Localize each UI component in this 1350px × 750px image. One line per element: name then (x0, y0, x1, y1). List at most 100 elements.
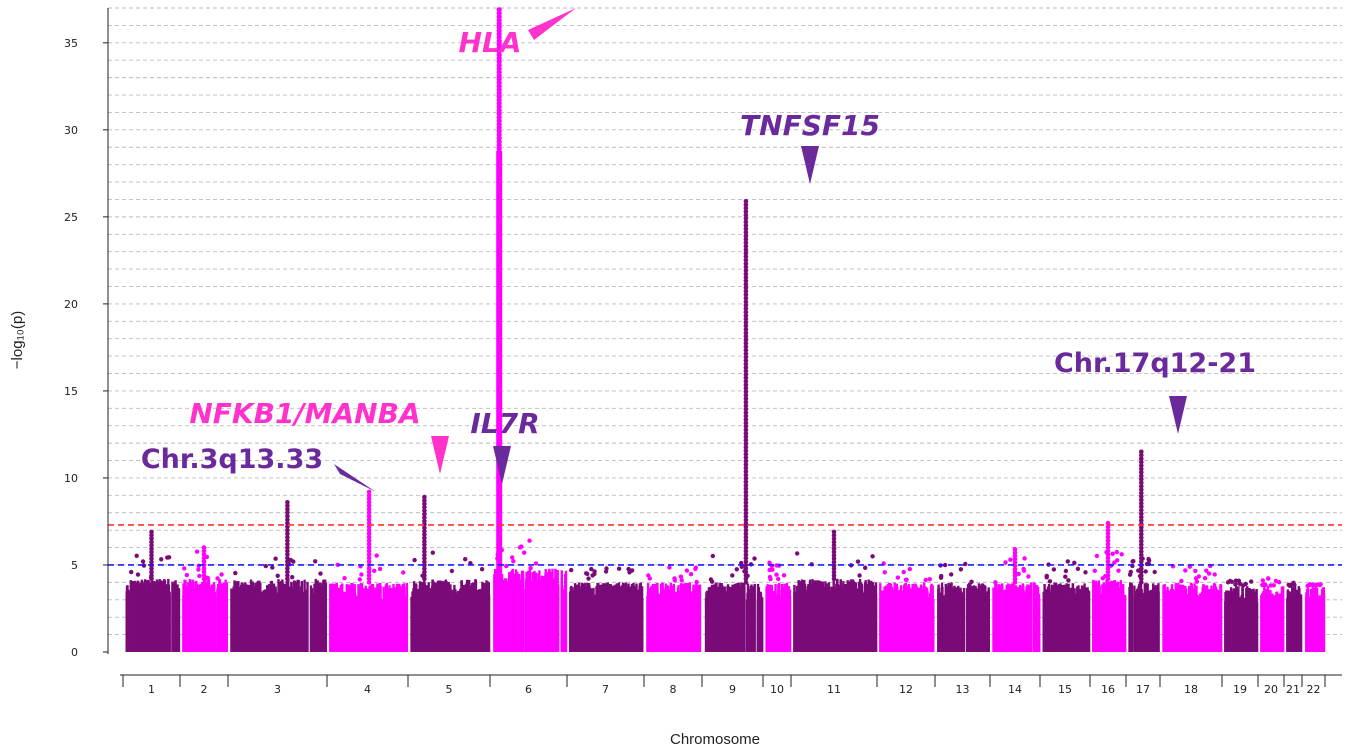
peak-point (831, 553, 837, 558)
snp-column (585, 587, 588, 652)
snp-point (342, 576, 347, 581)
x-tick-label: 5 (446, 683, 453, 696)
snp-column (1281, 593, 1284, 652)
peak-point (366, 517, 372, 522)
snp-column (886, 589, 889, 652)
snp-point (1003, 560, 1008, 565)
snp-column (627, 599, 630, 652)
snp-column (1070, 589, 1073, 652)
peak-point (422, 511, 427, 517)
snp-column (186, 586, 189, 652)
peak-point (743, 441, 749, 447)
peak-point (422, 563, 427, 568)
snp-column (629, 592, 632, 652)
snp-column (784, 597, 788, 652)
snp-column (1191, 596, 1194, 652)
snp-column (383, 594, 387, 652)
snp-column (1092, 588, 1096, 652)
peak-point (743, 275, 749, 280)
x-tick-label: 14 (1008, 683, 1022, 696)
snp-column (211, 584, 214, 652)
x-tick-label: 12 (899, 683, 913, 696)
annotation-tnfsf15: TNFSF15 (740, 109, 880, 184)
snp-column (1254, 597, 1258, 652)
snp-point (1143, 569, 1148, 574)
peak-point (743, 580, 749, 585)
snp-column (749, 594, 752, 652)
snp-point (963, 561, 968, 567)
snp-column (1237, 586, 1240, 652)
snp-column (303, 579, 306, 652)
peak-point (285, 531, 290, 536)
snp-column (1199, 593, 1202, 652)
snp-column (1315, 587, 1319, 652)
peak-point (149, 569, 154, 575)
peak-point (366, 573, 372, 578)
peak-point (1139, 576, 1144, 582)
peak-point (743, 334, 749, 339)
snp-column (1204, 588, 1208, 652)
snp-column (548, 573, 552, 652)
snp-point (1268, 583, 1273, 588)
peak-point (1139, 532, 1144, 537)
peak-point (366, 538, 372, 543)
snp-point (140, 559, 146, 564)
peak-point (743, 379, 749, 384)
x-tick-label: 1 (148, 683, 155, 696)
snp-column (672, 596, 675, 652)
annotation-arrow (431, 436, 449, 474)
snp-point (313, 559, 318, 564)
snp-column (1065, 583, 1068, 652)
snp-column (324, 582, 327, 652)
snp-column (154, 595, 158, 652)
snp-column (422, 590, 425, 652)
peak-point (743, 382, 749, 388)
snp-column (618, 589, 621, 652)
snp-point (135, 572, 141, 577)
chromosome-18-points (1162, 563, 1223, 652)
snp-column (231, 596, 234, 652)
snp-point (667, 565, 672, 570)
peak-point (366, 489, 372, 495)
snp-column (455, 596, 459, 652)
peak-point (743, 396, 749, 402)
snp-column (669, 590, 672, 652)
peak-point (1139, 456, 1144, 462)
snp-column (717, 592, 721, 652)
peak-point (743, 198, 749, 204)
peak-point (1139, 573, 1144, 578)
snp-column (379, 585, 382, 652)
snp-column (863, 591, 867, 652)
snp-column (431, 594, 434, 652)
snp-column (898, 595, 902, 652)
x-tick-label: 4 (364, 683, 371, 696)
peak-point (1105, 545, 1111, 550)
peak-point (1139, 477, 1144, 482)
peak-point (831, 573, 837, 578)
snp-column (405, 582, 409, 652)
snp-column (136, 580, 140, 652)
snp-column (1212, 583, 1216, 652)
snp-column (1133, 596, 1136, 652)
peak-point (285, 562, 290, 568)
peak-point (422, 566, 427, 571)
snp-point (781, 573, 787, 578)
peak-point (743, 559, 749, 564)
snp-column (660, 597, 664, 652)
snp-column (163, 579, 167, 652)
snp-point (863, 565, 868, 570)
snp-column (823, 590, 827, 652)
peak-point (743, 320, 749, 325)
snp-point (359, 572, 364, 577)
peak-point (201, 576, 207, 582)
peak-point (149, 553, 154, 558)
x-tick-label: 13 (956, 683, 970, 696)
snp-column (686, 589, 690, 652)
peak-point (743, 444, 749, 450)
snp-column (1106, 592, 1109, 652)
peak-point (422, 515, 427, 520)
snp-point (678, 574, 684, 579)
snp-column (204, 582, 207, 652)
snp-column (867, 589, 870, 652)
